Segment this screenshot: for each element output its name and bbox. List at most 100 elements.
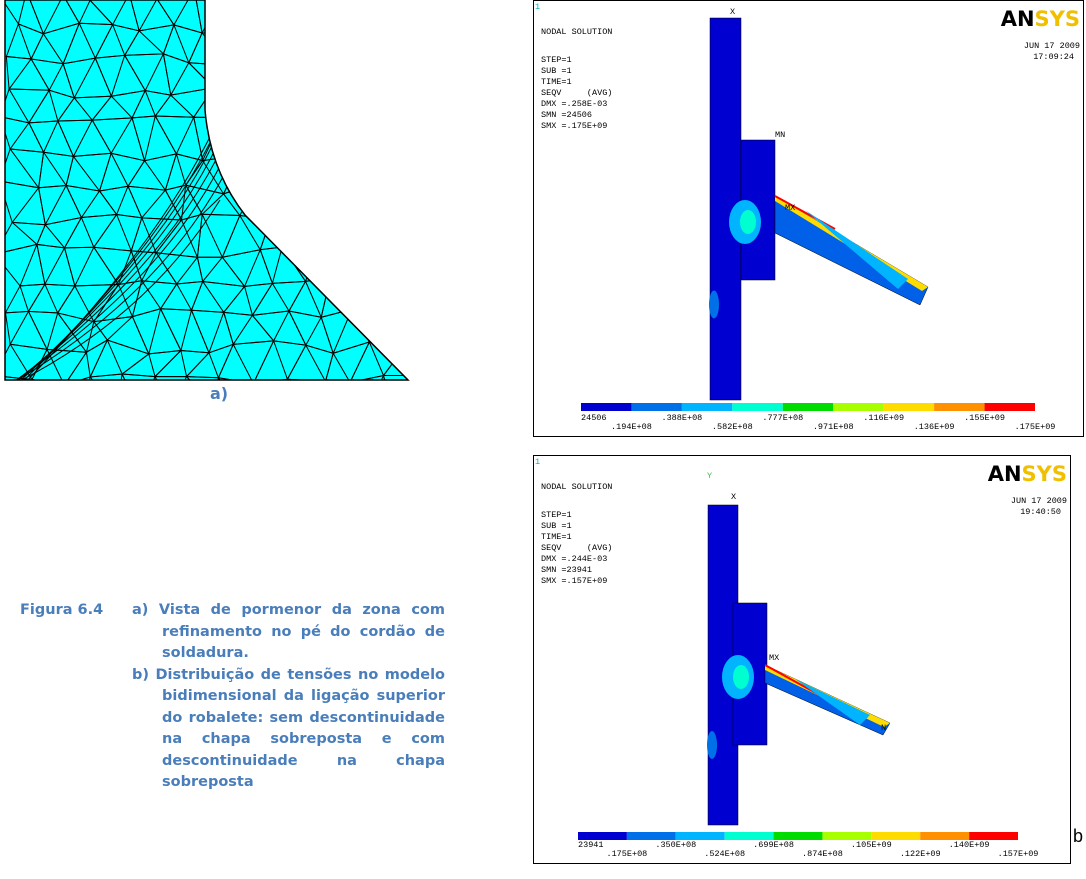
figure-label: b xyxy=(1073,826,1083,847)
marker-label: MX xyxy=(785,203,795,213)
legend-label: .524E+08 xyxy=(704,849,745,859)
mesh-line xyxy=(258,0,305,26)
mesh-line xyxy=(415,277,420,309)
mesh-line xyxy=(409,185,420,215)
mesh-line xyxy=(353,213,405,257)
legend-label: .582E+08 xyxy=(712,422,753,432)
legend-swatch xyxy=(871,832,920,840)
ansys-logo: ANSYS xyxy=(1001,7,1080,31)
mesh-line xyxy=(256,122,304,162)
info-line: DMX =.258E-03 xyxy=(541,99,607,109)
mesh-line xyxy=(290,154,341,188)
marker-label: MX xyxy=(769,653,779,663)
info-line: SUB =1 xyxy=(541,521,572,531)
mesh-line xyxy=(379,0,420,26)
legend-swatch xyxy=(774,832,823,840)
caption: a) Vista de pormenor da zona com refinam… xyxy=(132,600,445,794)
legend-swatch xyxy=(682,403,732,411)
mesh-line xyxy=(413,212,420,252)
mesh-line xyxy=(419,26,420,66)
logo-part: AN xyxy=(1001,7,1035,31)
legend-label: 24506 xyxy=(581,413,607,423)
legend-label: .116E+09 xyxy=(863,413,904,423)
mesh-line xyxy=(377,308,420,350)
legend-swatch xyxy=(631,403,681,411)
marker-label: MN xyxy=(775,130,785,140)
mesh-line xyxy=(325,381,367,385)
mesh-line xyxy=(353,249,403,289)
caption-item: b) Distribuição de tensões no modelo bid… xyxy=(132,665,445,794)
legend-label: .194E+08 xyxy=(611,422,652,432)
legend-swatch xyxy=(578,832,627,840)
legend-label: .388E+08 xyxy=(661,413,702,423)
legend-label: .350E+08 xyxy=(655,840,696,850)
date: JUN 17 2009 xyxy=(1024,41,1080,51)
mesh-line xyxy=(387,121,420,162)
stress-zone xyxy=(707,731,717,759)
triad-label: X xyxy=(730,7,735,17)
mesh-line xyxy=(419,62,420,95)
info-line: SUB =1 xyxy=(541,66,572,76)
mesh-line xyxy=(291,52,332,96)
info-line: DMX =.244E-03 xyxy=(541,554,607,564)
legend-swatch xyxy=(833,403,883,411)
info-line: TIME=1 xyxy=(541,532,572,542)
legend-label: .157E+09 xyxy=(998,849,1039,859)
mesh-line xyxy=(349,180,405,219)
page: a) 1NODAL SOLUTIONSTEP=1SUB =1TIME=1SEQV… xyxy=(0,0,1086,879)
info-line: SMX =.175E+09 xyxy=(541,121,607,131)
mesh-line xyxy=(224,155,278,194)
mesh-line xyxy=(321,52,364,95)
info-line: SMN =23941 xyxy=(541,565,592,575)
legend-label: .699E+08 xyxy=(753,840,794,850)
legend-label: .122E+09 xyxy=(900,849,941,859)
legend-label: .175E+09 xyxy=(1015,422,1056,432)
logo-part: AN xyxy=(988,462,1022,486)
mesh-line xyxy=(315,220,368,258)
mesh-line xyxy=(380,58,420,96)
caption-prefix: Figura 6.4 xyxy=(20,600,103,622)
mesh-line xyxy=(358,0,399,23)
mesh-line xyxy=(258,182,301,219)
legend-swatch xyxy=(985,403,1035,411)
info-line: STEP=1 xyxy=(541,55,572,65)
info-line: STEP=1 xyxy=(541,510,572,520)
mesh-line xyxy=(350,125,404,161)
legend-swatch xyxy=(581,403,631,411)
legend-swatch xyxy=(969,832,1018,840)
legend-label: .105E+09 xyxy=(851,840,892,850)
window-number: 1 xyxy=(535,2,540,12)
mesh-line xyxy=(413,86,420,128)
mesh-line xyxy=(281,126,341,161)
legend-label: .136E+09 xyxy=(914,422,955,432)
mesh-line xyxy=(262,61,306,96)
info-line: TIME=1 xyxy=(541,77,572,87)
legend-swatch xyxy=(920,832,969,840)
time: 19:40:50 xyxy=(1020,507,1061,517)
mesh-line xyxy=(350,57,395,85)
mesh-line xyxy=(415,308,420,345)
info-line: SEQV (AVG) xyxy=(541,543,612,553)
mesh-line xyxy=(321,23,363,57)
legend-swatch xyxy=(822,832,871,840)
mesh-line xyxy=(281,96,332,127)
mesh-line xyxy=(229,64,275,94)
mesh-line xyxy=(290,182,329,222)
triad-label: X xyxy=(731,492,736,502)
legend-swatch xyxy=(627,832,676,840)
legend-label: .971E+08 xyxy=(813,422,854,432)
time: 17:09:24 xyxy=(1033,52,1074,62)
mesh-line xyxy=(413,246,420,288)
logo-part: SYS xyxy=(1035,7,1080,31)
legend-label: .777E+08 xyxy=(762,413,803,423)
mesh-line xyxy=(316,180,368,222)
window-number: 1 xyxy=(535,457,540,467)
mesh-line xyxy=(223,86,275,122)
legend-swatch xyxy=(732,403,782,411)
mesh-line xyxy=(390,161,420,187)
marker-label: N xyxy=(881,723,886,733)
info-line: SMN =24506 xyxy=(541,110,592,120)
legend-label: .155E+09 xyxy=(964,413,1005,423)
